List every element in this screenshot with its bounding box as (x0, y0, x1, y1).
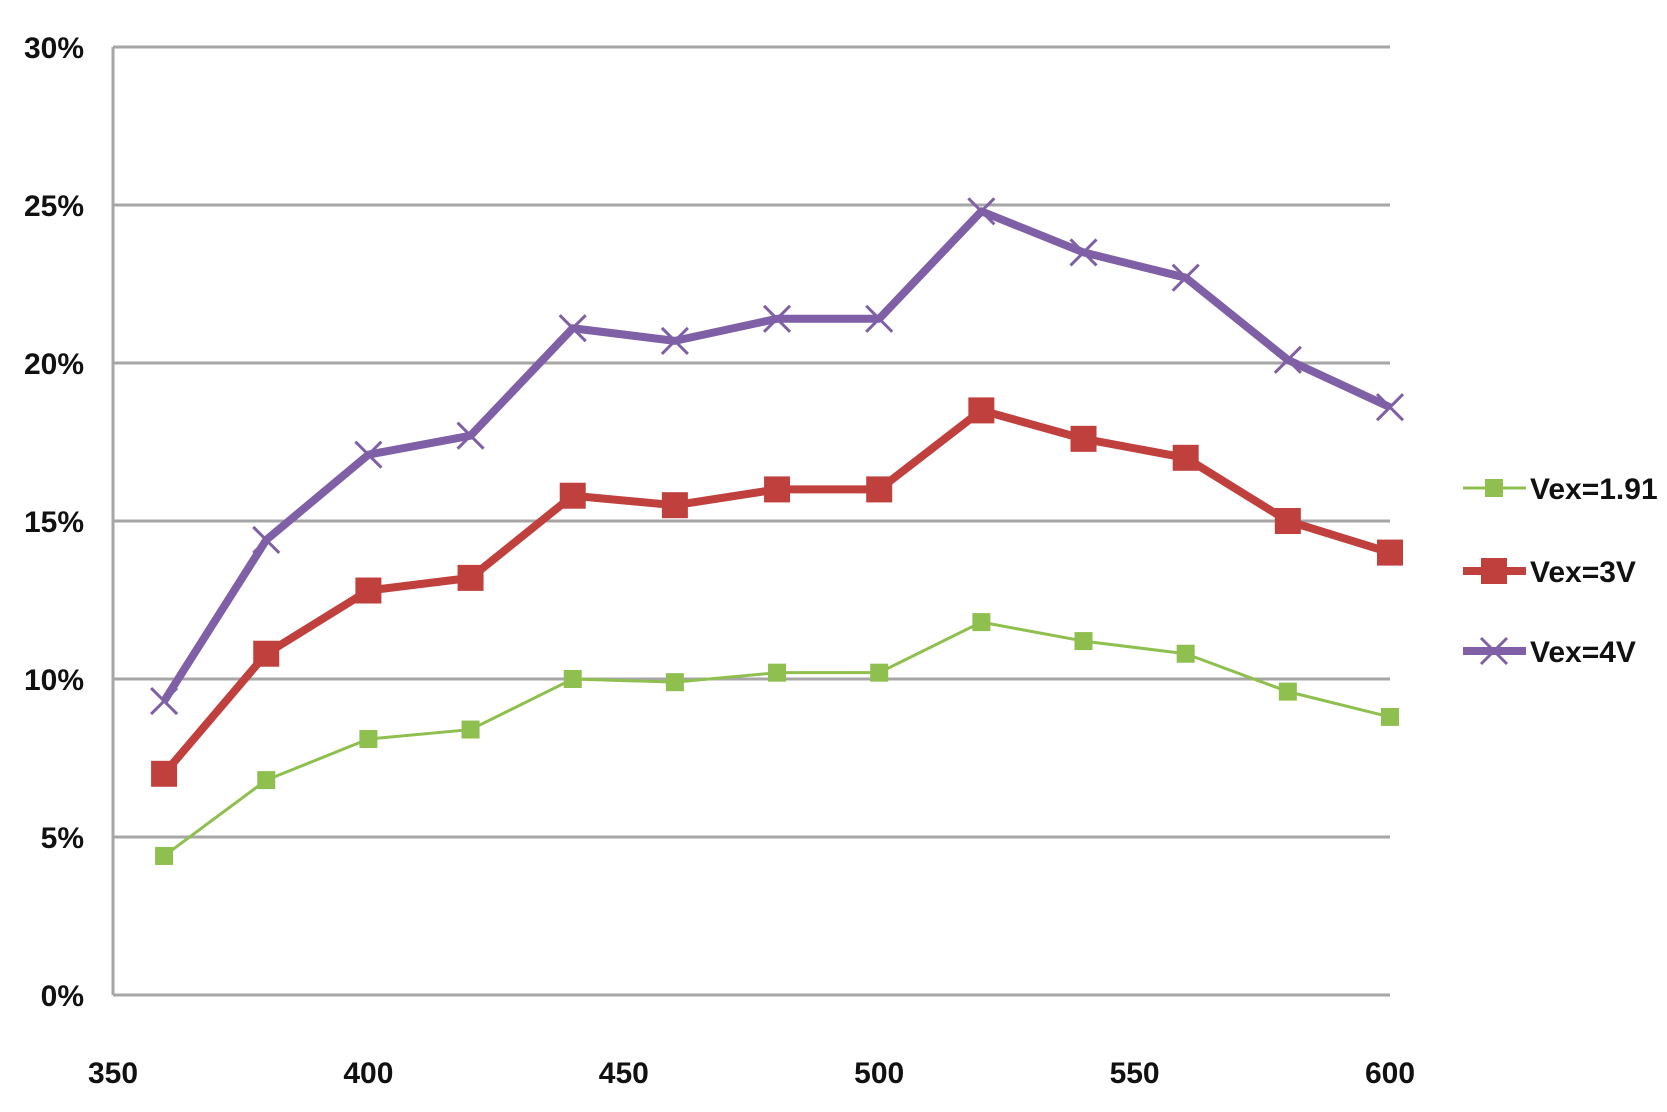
data-point (1278, 682, 1297, 701)
series-layer (150, 197, 1405, 865)
data-point (355, 577, 382, 604)
y-tick-labels: 0% 5% 10% 15% 20% 25% 30% (24, 32, 84, 1013)
data-point (660, 326, 689, 355)
legend-marker (1479, 636, 1509, 666)
data-point (155, 846, 174, 865)
data-point (866, 476, 893, 503)
legend-item-1: Vex=1.91 (1463, 473, 1658, 506)
x-tick-label: 350 (88, 1057, 138, 1090)
data-point (1074, 632, 1093, 651)
data-point (457, 564, 484, 591)
legend-item-2: Vex=3V (1463, 556, 1636, 589)
data-point (1377, 539, 1403, 566)
data-point (870, 663, 889, 682)
data-point (1069, 238, 1098, 267)
data-point (661, 492, 688, 519)
data-point (1375, 393, 1405, 422)
series-1 (155, 613, 1399, 865)
data-point (1070, 425, 1097, 452)
series-line (161, 406, 1392, 777)
data-point (563, 670, 582, 688)
legend-marker (1485, 479, 1503, 497)
legend: Vex=1.91 Vex=3V Vex=4V (1463, 473, 1658, 669)
data-point (1381, 707, 1399, 726)
legend-label: Vex=4V (1530, 636, 1636, 669)
data-point (1274, 508, 1301, 534)
series-line (163, 620, 1391, 858)
data-point (559, 482, 586, 509)
series-2 (151, 397, 1403, 787)
data-point (1172, 444, 1199, 471)
legend-item-3: Vex=4V (1463, 636, 1636, 669)
data-point (558, 314, 587, 343)
data-point (1176, 644, 1195, 663)
data-point (1273, 345, 1302, 374)
data-point (150, 687, 179, 716)
data-point (665, 673, 684, 692)
data-point (359, 730, 378, 749)
series-line (160, 207, 1392, 704)
data-point (764, 476, 791, 503)
y-tick-label: 5% (41, 822, 84, 855)
y-tick-label: 15% (24, 506, 84, 539)
x-tick-label: 500 (854, 1057, 904, 1090)
legend-label: Vex=1.91 (1530, 473, 1658, 506)
series-3 (150, 197, 1405, 716)
y-tick-label: 25% (24, 190, 84, 223)
legend-marker (1481, 558, 1507, 584)
x-tick-label: 600 (1365, 1057, 1415, 1090)
data-point (456, 421, 485, 450)
x-tick-label: 400 (343, 1057, 393, 1090)
y-tick-label: 0% (41, 980, 84, 1013)
data-point (972, 613, 991, 632)
x-tick-label: 450 (599, 1057, 649, 1090)
data-point (768, 663, 787, 682)
data-point (151, 760, 178, 787)
x-tick-label: 550 (1110, 1057, 1160, 1090)
data-point (253, 640, 280, 667)
data-point (967, 197, 996, 226)
y-tick-label: 30% (24, 32, 84, 65)
data-point (461, 720, 480, 739)
legend-label: Vex=3V (1530, 556, 1636, 589)
data-point (762, 304, 792, 333)
y-tick-label: 10% (24, 664, 84, 697)
gridlines (113, 45, 1390, 997)
data-point (865, 304, 894, 333)
x-tick-labels: 350 400 450 500 550 600 (88, 1057, 1415, 1090)
y-tick-label: 20% (24, 348, 84, 381)
data-point (968, 397, 995, 424)
data-point (354, 440, 383, 469)
data-point (257, 771, 276, 790)
data-point (252, 525, 281, 555)
data-point (1171, 263, 1200, 292)
